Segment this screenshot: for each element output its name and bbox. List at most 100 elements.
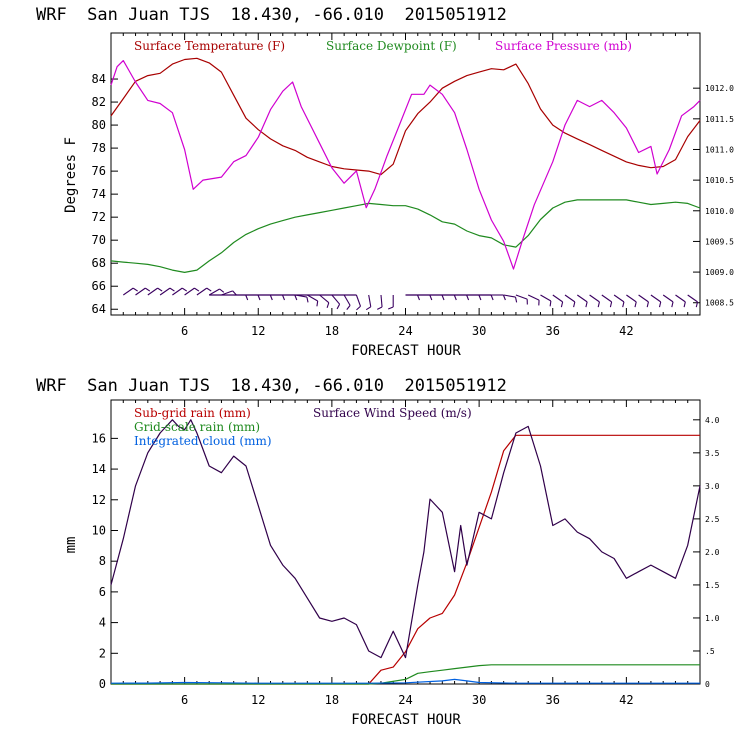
wind-barb xyxy=(246,294,261,301)
y2-tick-label: .5 xyxy=(705,647,715,656)
wind-barb xyxy=(159,287,175,296)
bottom-x-tick-labels: 6 12 18 24 30 36 42 xyxy=(181,693,634,707)
bottom-x-axis-title: FORECAST HOUR xyxy=(351,712,461,728)
y-tick-label: 66 xyxy=(92,279,106,293)
y-tick-label: 82 xyxy=(92,95,106,109)
wind-barb xyxy=(638,294,649,308)
wind-barb xyxy=(564,294,576,308)
top-plot-frame xyxy=(110,32,701,316)
wind-barb xyxy=(319,294,330,309)
y2-tick-label: 3.0 xyxy=(705,482,720,491)
wind-barb xyxy=(454,294,470,301)
x-tick-label: 12 xyxy=(251,693,265,707)
wind-barb xyxy=(503,294,518,303)
wind-barb xyxy=(135,287,151,296)
series-line-surface-dewpoint xyxy=(110,199,701,273)
x-tick-label: 6 xyxy=(181,324,188,338)
wind-barb xyxy=(479,294,494,301)
legend-surface-dewpoint: Surface Dewpoint (F) xyxy=(326,39,457,53)
legend-surface-temperature: Surface Temperature (F) xyxy=(134,39,285,53)
legend-gridscale-rain: Grid-scale rain (mm) xyxy=(134,420,260,434)
y-tick-label: 4 xyxy=(99,616,106,630)
y2-tick-label: 4.0 xyxy=(705,416,720,425)
wind-barb xyxy=(442,294,457,301)
bottom-panel-title: WRF San Juan TJS 18.430, -66.010 2015051… xyxy=(36,376,507,396)
x-tick-label: 18 xyxy=(325,693,339,707)
wind-barb xyxy=(527,294,540,306)
top-y2-tick-labels: 1008.5 1009.0 1009.5 1010.0 1010.5 1011.0 1011… xyxy=(705,84,734,308)
y-tick-label: 10 xyxy=(92,523,106,537)
y-tick-label: 16 xyxy=(92,431,106,445)
wind-barb xyxy=(331,294,341,310)
wind-barb xyxy=(196,287,212,296)
top-series-lines xyxy=(110,57,701,273)
y-tick-label: 2 xyxy=(99,646,106,660)
wind-barb xyxy=(589,294,600,308)
y-tick-label: 12 xyxy=(92,493,106,507)
wind-barb xyxy=(387,295,394,310)
series-line-integrated-cloud xyxy=(110,678,700,684)
wind-barb xyxy=(376,294,383,310)
wind-barb xyxy=(208,288,225,296)
wind-barb xyxy=(601,294,613,308)
x-tick-label: 12 xyxy=(251,324,265,338)
top-panel-title: WRF San Juan TJS 18.430, -66.010 2015051… xyxy=(36,5,507,25)
x-tick-label: 18 xyxy=(325,324,339,338)
legend-surface-pressure: Surface Pressure (mb) xyxy=(495,39,632,53)
wind-barb xyxy=(258,294,273,301)
wind-barb xyxy=(515,294,528,305)
wind-barb xyxy=(552,294,564,308)
y-tick-label: 68 xyxy=(92,256,106,270)
y-tick-label: 0 xyxy=(99,677,106,691)
top-x-tick-labels: 6 12 18 24 30 36 42 xyxy=(181,324,634,338)
y2-tick-label: 1011.5 xyxy=(705,115,734,124)
y-tick-label: 84 xyxy=(92,72,106,86)
y2-tick-label: 0 xyxy=(705,680,710,689)
wind-barb xyxy=(466,294,482,301)
x-tick-label: 30 xyxy=(472,324,486,338)
top-y-tick-labels: 64 66 68 70 72 74 76 78 80 82 84 xyxy=(92,72,106,316)
x-tick-label: 42 xyxy=(619,324,633,338)
bottom-axis-ticks xyxy=(110,400,701,685)
bottom-series-lines xyxy=(110,419,701,685)
y2-tick-label: 1010.5 xyxy=(705,176,734,185)
top-panel: 64 66 68 70 72 74 76 78 80 82 84 1008.5 1009.0 1009.… xyxy=(63,32,734,359)
y-tick-label: 78 xyxy=(92,141,106,155)
series-line-surface-pressure xyxy=(110,59,701,270)
y-tick-label: 8 xyxy=(99,554,106,568)
y-tick-label: 76 xyxy=(92,164,106,178)
y-tick-label: 14 xyxy=(92,462,106,476)
x-tick-label: 24 xyxy=(398,693,412,707)
wind-barb xyxy=(184,287,200,296)
y-tick-label: 74 xyxy=(92,187,106,201)
wind-barb xyxy=(365,294,372,311)
wind-barb xyxy=(307,294,319,307)
wind-barb xyxy=(282,294,298,301)
series-line-sub-grid-rain xyxy=(111,434,700,685)
x-tick-label: 24 xyxy=(398,324,412,338)
x-tick-label: 42 xyxy=(619,693,633,707)
y2-tick-label: 1011.0 xyxy=(705,145,734,154)
y-tick-label: 70 xyxy=(92,233,106,247)
wind-barb xyxy=(355,294,362,311)
top-x-axis-title: FORECAST HOUR xyxy=(351,343,461,359)
y2-tick-label: 1.5 xyxy=(705,581,720,590)
wind-barb xyxy=(147,287,163,296)
series-line-surface-temperature xyxy=(110,57,701,176)
x-tick-label: 6 xyxy=(181,693,188,707)
legend-integrated-cloud: Integrated cloud (mm) xyxy=(134,434,272,448)
y2-tick-label: 1012.0 xyxy=(705,84,734,93)
wind-barbs xyxy=(122,287,699,311)
wind-barb xyxy=(613,294,625,308)
legend-subgrid-rain: Sub-grid rain (mm) xyxy=(134,406,251,420)
wind-barb xyxy=(491,294,506,301)
bottom-y2-tick-labels: 0 .5 1.0 1.5 2.0 2.5 3.0 3.5 4.0 xyxy=(705,416,720,689)
wind-barb xyxy=(405,294,421,301)
wind-barb xyxy=(172,287,188,296)
y2-tick-label: 1010.0 xyxy=(705,207,734,216)
wind-barb xyxy=(417,294,433,301)
wind-barb xyxy=(576,294,588,308)
legend-surface-wind-speed: Surface Wind Speed (m/s) xyxy=(313,406,472,420)
y2-tick-label: 1009.5 xyxy=(705,237,734,246)
